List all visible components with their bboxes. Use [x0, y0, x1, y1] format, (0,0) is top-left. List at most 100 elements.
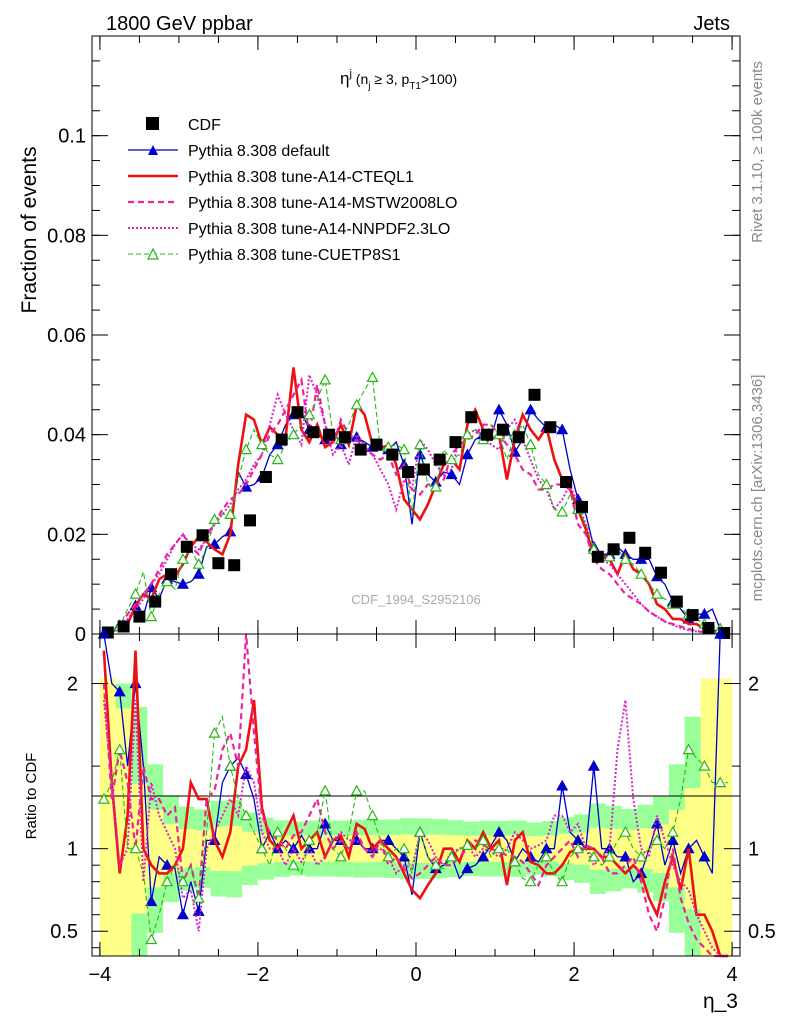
- data-point: [149, 595, 162, 608]
- ratio-marker-cuetp8s1: [303, 834, 316, 845]
- series-marker-cuetp8s1: [429, 480, 442, 492]
- x-tick-label: −2: [247, 964, 270, 986]
- series-marker-default: [445, 468, 458, 480]
- ratio-panel: 0.5 0.5 1 1 2 2 −4 −2 0 2 4: [50, 627, 776, 986]
- energy-label: 1800 GeV ppbar: [106, 13, 253, 35]
- ratio-band-inner: [226, 826, 243, 872]
- data-point: [386, 448, 399, 461]
- x-tick-label: 2: [568, 964, 579, 986]
- series-marker-cuetp8s1: [461, 428, 474, 440]
- ratio-marker-cuetp8s1: [571, 842, 585, 854]
- ratio-marker-cuetp8s1: [556, 875, 569, 887]
- ratio-band-inner: [431, 834, 448, 863]
- ratio-marker-cuetp8s1: [255, 842, 268, 854]
- data-point: [338, 431, 351, 444]
- ratio-marker-default: [556, 779, 569, 791]
- series-marker-cuetp8s1: [255, 438, 268, 450]
- series-marker-default: [524, 403, 537, 415]
- data-point: [275, 433, 288, 446]
- ratio-marker-default: [145, 895, 158, 907]
- data-point: [165, 568, 177, 581]
- ratio-marker-cuetp8s1: [492, 842, 506, 854]
- data-point: [354, 443, 367, 456]
- ratio-marker-cuetp8s1: [477, 834, 490, 845]
- legend-marker-cuetp8s1: [147, 247, 159, 260]
- ratio-marker-cuetp8s1: [603, 850, 616, 862]
- rivet-label: Rivet 3.1.10, ≥ 100k events: [749, 61, 766, 243]
- ratio-band-inner: [558, 833, 574, 864]
- legend-label-default: Pythia 8.308 default: [188, 143, 330, 160]
- series-marker-cuetp8s1: [176, 553, 189, 564]
- ratio-marker-default: [240, 768, 253, 779]
- series-marker-default: [192, 567, 205, 579]
- ratio-marker-default: [113, 685, 126, 697]
- ratio-tick-label-right: 0.5: [748, 921, 776, 943]
- series-marker-cuetp8s1: [366, 371, 379, 382]
- ratio-band-inner: [716, 678, 733, 956]
- ratio-marker-cuetp8s1: [350, 784, 363, 796]
- data-point: [433, 453, 446, 466]
- ratio-marker-cuetp8s1: [698, 759, 711, 771]
- ratio-marker-cuetp8s1: [650, 834, 664, 845]
- series-marker-cuetp8s1: [650, 587, 664, 599]
- ratio-marker-default: [666, 834, 679, 845]
- legend: CDF Pythia 8.308 default Pythia 8.308 tu…: [128, 117, 457, 264]
- ratio-marker-cuetp8s1: [540, 850, 553, 862]
- data-point: [512, 431, 525, 444]
- legend-marker-cdf: [146, 117, 159, 130]
- series-marker-default: [556, 423, 569, 435]
- ratio-marker-cuetp8s1: [240, 809, 253, 821]
- series-line-mstw: [103, 376, 729, 635]
- ratio-marker-cuetp8s1: [413, 825, 427, 837]
- data-point: [323, 428, 336, 441]
- ratio-band-inner: [147, 809, 164, 888]
- series-marker-cuetp8s1: [319, 373, 332, 385]
- legend-label-cuetp8s1: Pythia 8.308 tune-CUETP8S1: [188, 247, 401, 264]
- series-marker-cuetp8s1: [350, 398, 363, 410]
- ratio-axis-label: Ratio to CDF: [23, 753, 40, 840]
- ratio-tick-label: 2: [67, 674, 78, 696]
- series-marker-cuetp8s1: [303, 408, 316, 420]
- series-marker-default: [492, 403, 506, 415]
- ratio-marker-cuetp8s1: [714, 776, 727, 788]
- series-marker-cuetp8s1: [240, 443, 253, 455]
- ratio-marker-cuetp8s1: [635, 850, 648, 862]
- data-point: [180, 540, 193, 553]
- ratio-marker-cuetp8s1: [176, 875, 189, 887]
- ratio-marker-cuetp8s1: [319, 784, 332, 796]
- series-marker-cuetp8s1: [603, 550, 616, 562]
- ratio-tick-label-right: 2: [748, 674, 759, 696]
- data-point: [212, 557, 225, 570]
- data-point: [591, 550, 604, 563]
- ratio-marker-default: [461, 862, 474, 874]
- ratio-band-inner: [273, 835, 290, 862]
- series-marker-cuetp8s1: [413, 438, 427, 450]
- data-point: [655, 566, 667, 579]
- y-tick-label: 0.02: [47, 524, 86, 546]
- ratio-band-inner: [178, 829, 195, 869]
- ratio-marker-cuetp8s1: [619, 825, 632, 837]
- data-point: [370, 438, 383, 451]
- ratio-marker-cuetp8s1: [366, 809, 379, 821]
- plot-title: ηj (nj ≥ 3, pT1>100): [340, 68, 457, 92]
- ratio-marker-cuetp8s1: [97, 792, 110, 804]
- legend-label-cdf: CDF: [188, 117, 221, 134]
- ratio-marker-cuetp8s1: [666, 825, 679, 837]
- ratio-marker-cuetp8s1: [271, 825, 284, 837]
- x-tick-label: −4: [88, 964, 111, 986]
- data-point: [686, 609, 699, 622]
- series-marker-cuetp8s1: [445, 453, 458, 465]
- ratio-marker-default: [382, 834, 395, 845]
- data-point: [481, 428, 494, 441]
- series-marker-cuetp8s1: [524, 438, 537, 450]
- series-marker-cuetp8s1: [271, 453, 284, 465]
- data-point: [639, 546, 652, 559]
- ratio-marker-default: [698, 850, 711, 862]
- series-marker-cuetp8s1: [619, 553, 632, 564]
- ratio-band-inner: [700, 678, 717, 956]
- ratio-tick-label-right: 1: [748, 839, 759, 861]
- data-point: [544, 421, 557, 434]
- series-marker-cuetp8s1: [556, 505, 569, 517]
- analysis-watermark: CDF_1994_S2952106: [351, 592, 480, 607]
- data-point: [496, 423, 509, 436]
